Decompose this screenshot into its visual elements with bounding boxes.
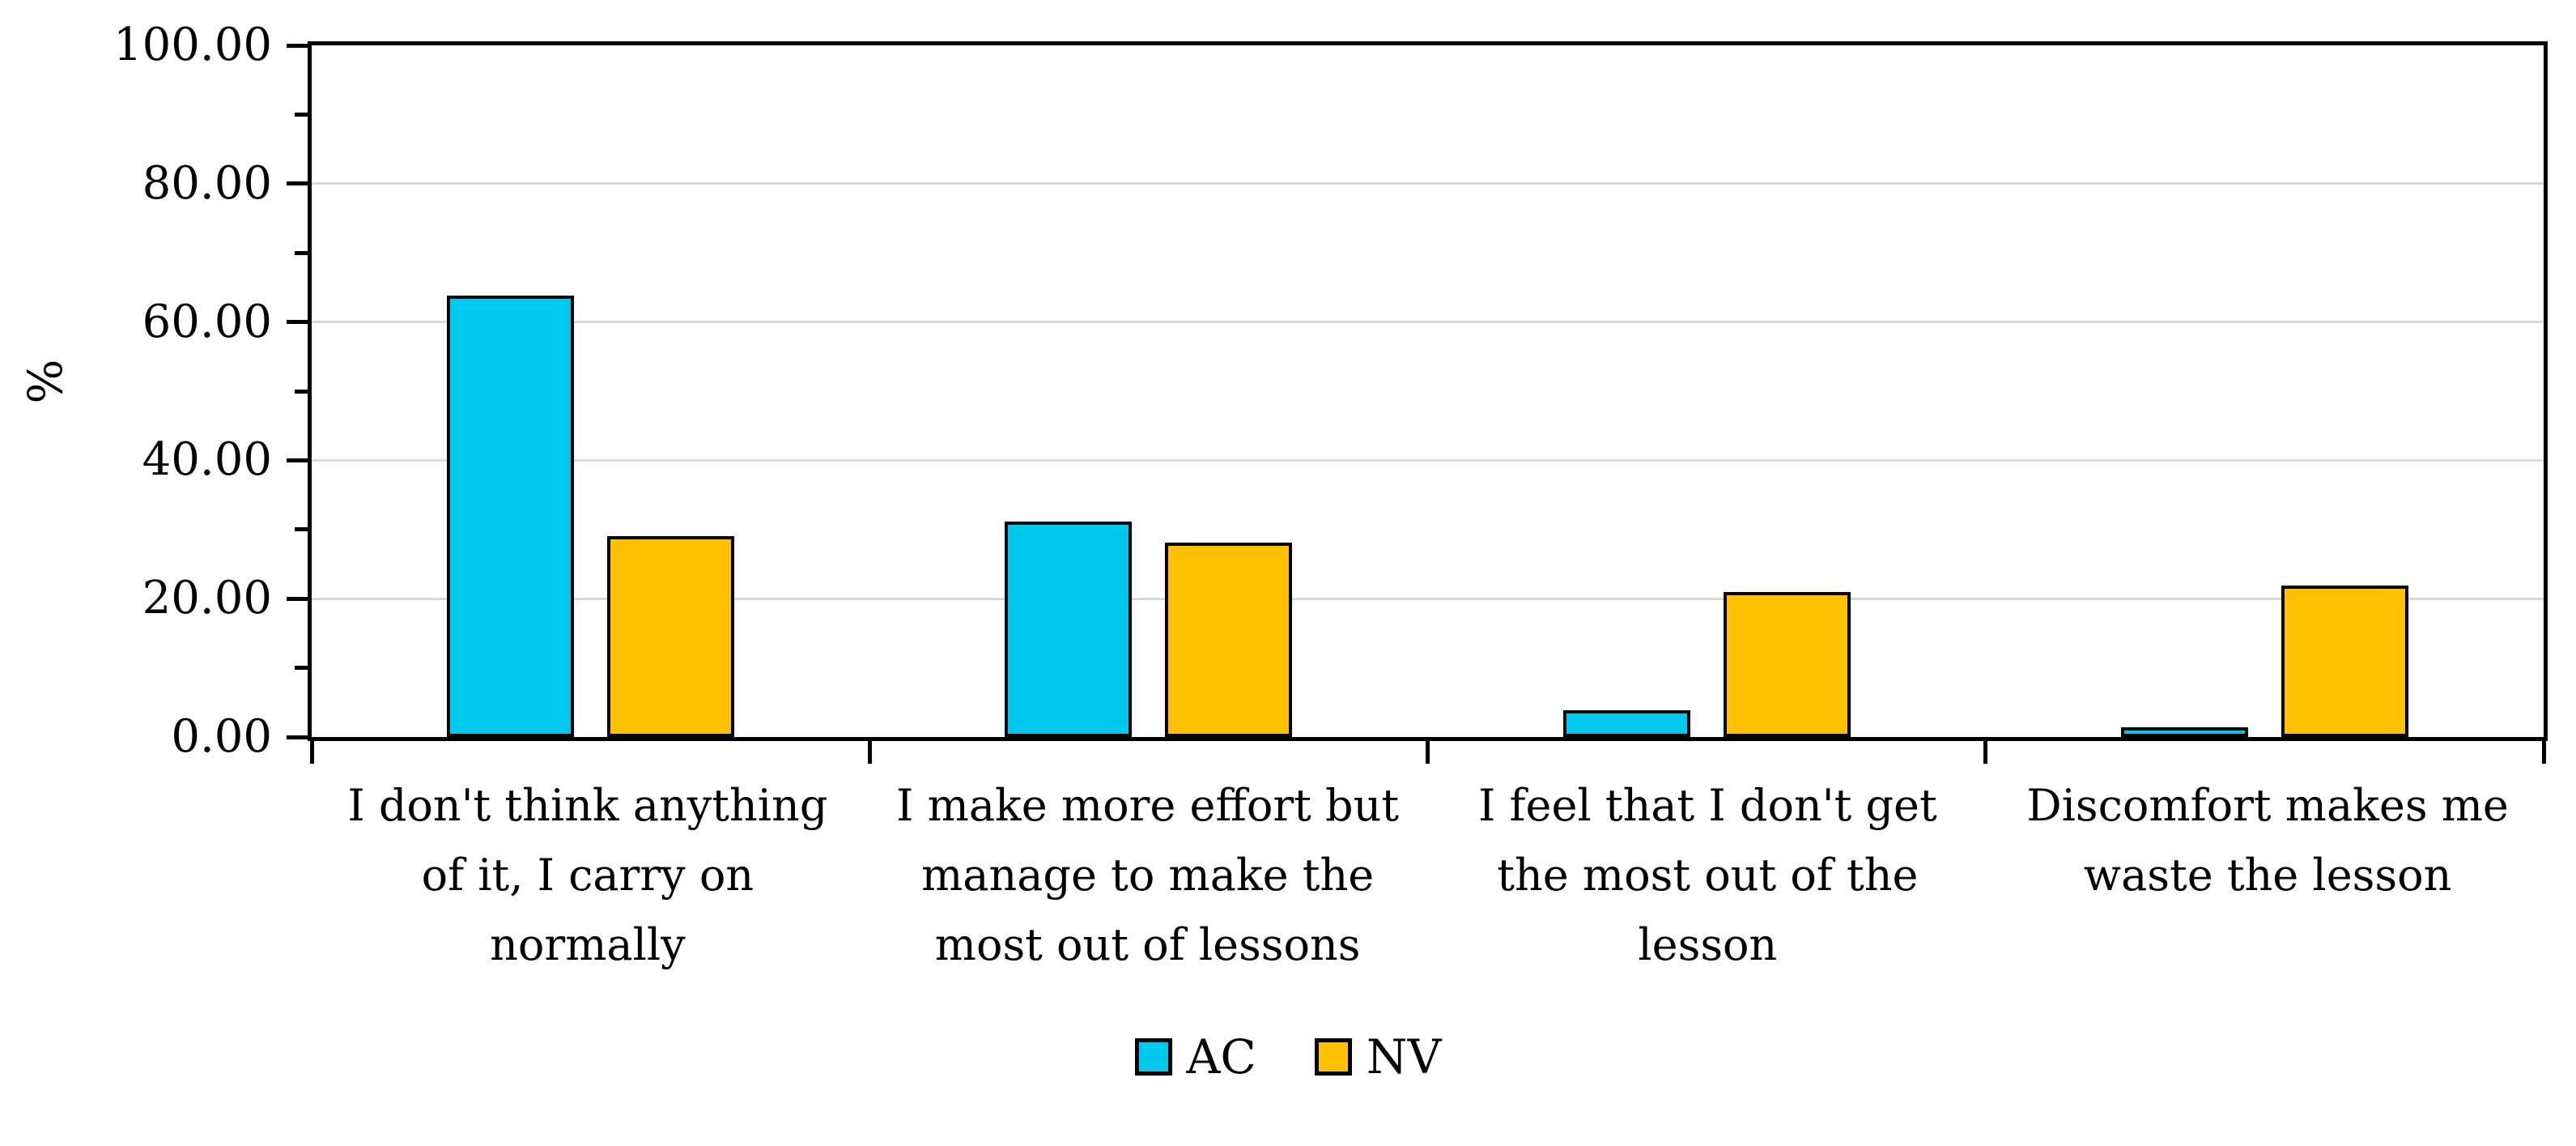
x-boundary-tick [2541, 741, 2546, 764]
bar-ac-cat3 [1562, 710, 1690, 737]
y-axis-tick-labels: 0.00 20.00 40.00 60.00 80.00 100.00 [0, 0, 277, 810]
y-tick-label: 60.00 [142, 295, 272, 348]
x-boundary-tick [1983, 741, 1988, 764]
horizontal-gridline [312, 597, 2544, 600]
bar-nv-cat2 [1165, 543, 1293, 737]
legend-item-nv: NV [1314, 1027, 1442, 1087]
bar-ac-cat2 [1005, 522, 1133, 737]
bar-nv-cat3 [1723, 592, 1851, 737]
category-label: I feel that I don't get the most out of … [1478, 780, 1937, 970]
legend-label: NV [1366, 1029, 1442, 1084]
y-minor-tick [295, 666, 308, 671]
category-label: I don't think anything of it, I carry on… [347, 780, 828, 970]
legend-swatch-ac [1134, 1038, 1172, 1076]
y-major-tick [287, 181, 308, 186]
bar-nv-cat1 [607, 536, 735, 737]
y-tick-label: 80.00 [142, 156, 272, 210]
legend-label: AC [1186, 1029, 1256, 1084]
x-boundary-tick [309, 741, 314, 764]
horizontal-gridline [312, 182, 2544, 185]
bar-ac-cat4 [2120, 727, 2248, 737]
category-label: I make more effort but manage to make th… [896, 780, 1400, 970]
bar-nv-cat4 [2281, 586, 2408, 737]
horizontal-gridline [312, 458, 2544, 462]
y-major-tick [287, 458, 308, 462]
y-major-tick [287, 735, 308, 739]
y-major-tick [287, 43, 308, 48]
y-major-tick [287, 320, 308, 325]
horizontal-gridline [312, 321, 2544, 324]
y-minor-tick [295, 112, 308, 117]
x-boundary-tick [867, 741, 872, 764]
legend-item-ac: AC [1134, 1027, 1256, 1087]
y-tick-label: 40.00 [142, 433, 272, 487]
y-tick-label: 20.00 [142, 572, 272, 625]
y-minor-tick [295, 250, 308, 255]
y-minor-tick [295, 389, 308, 394]
legend: AC NV [0, 1027, 2576, 1087]
y-major-tick [287, 596, 308, 601]
y-tick-label: 100.00 [113, 19, 272, 71]
y-minor-tick [295, 527, 308, 532]
category-label: Discomfort makes me waste the lesson [2026, 780, 2509, 901]
bar-ac-cat1 [447, 296, 575, 737]
x-boundary-tick [1426, 741, 1430, 764]
legend-swatch-nv [1314, 1038, 1352, 1076]
plot-area [287, 41, 2548, 764]
y-tick-label: 0.00 [171, 710, 272, 763]
